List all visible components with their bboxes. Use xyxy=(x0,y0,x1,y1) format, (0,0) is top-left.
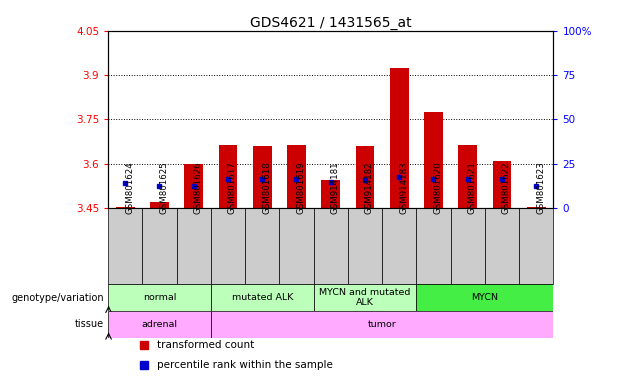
Bar xyxy=(417,284,553,311)
Bar xyxy=(142,208,177,284)
Text: GSM914182: GSM914182 xyxy=(365,162,374,214)
Bar xyxy=(177,208,211,284)
Text: GSM801620: GSM801620 xyxy=(434,162,443,214)
Bar xyxy=(417,208,450,284)
Text: transformed count: transformed count xyxy=(157,340,254,350)
Bar xyxy=(287,145,306,208)
Bar xyxy=(321,180,340,208)
Bar xyxy=(211,311,553,338)
Text: GSM801625: GSM801625 xyxy=(160,162,169,214)
Bar xyxy=(527,207,546,208)
Bar xyxy=(253,146,272,208)
Text: GSM801626: GSM801626 xyxy=(194,162,203,214)
Bar xyxy=(356,146,375,208)
Bar xyxy=(211,284,314,311)
Bar xyxy=(108,208,142,284)
Text: GSM914181: GSM914181 xyxy=(331,162,340,214)
Bar xyxy=(219,145,237,208)
Text: percentile rank within the sample: percentile rank within the sample xyxy=(157,360,333,370)
Bar xyxy=(108,284,211,311)
Text: mutated ALK: mutated ALK xyxy=(232,293,293,302)
Text: GSM801622: GSM801622 xyxy=(502,162,511,214)
Text: adrenal: adrenal xyxy=(141,320,177,329)
Title: GDS4621 / 1431565_at: GDS4621 / 1431565_at xyxy=(250,16,411,30)
Text: tissue: tissue xyxy=(74,319,104,329)
Text: tumor: tumor xyxy=(368,320,396,329)
Text: MYCN and mutated
ALK: MYCN and mutated ALK xyxy=(319,288,411,307)
Bar xyxy=(150,202,169,208)
Bar xyxy=(108,311,211,338)
Bar xyxy=(314,284,417,311)
Bar xyxy=(116,207,135,208)
Bar xyxy=(184,164,203,208)
Bar xyxy=(450,208,485,284)
Bar xyxy=(424,112,443,208)
Text: GSM801624: GSM801624 xyxy=(125,162,134,214)
Bar xyxy=(211,208,245,284)
Text: GSM801619: GSM801619 xyxy=(296,162,305,214)
Text: GSM801621: GSM801621 xyxy=(467,162,477,214)
Text: normal: normal xyxy=(143,293,176,302)
Bar xyxy=(245,208,279,284)
Text: GSM801623: GSM801623 xyxy=(536,162,545,214)
Bar xyxy=(485,208,519,284)
Text: GSM914183: GSM914183 xyxy=(399,162,408,214)
Bar xyxy=(314,208,348,284)
Text: genotype/variation: genotype/variation xyxy=(11,293,104,303)
Bar xyxy=(279,208,314,284)
Text: GSM801618: GSM801618 xyxy=(262,162,271,214)
Bar xyxy=(492,161,511,208)
Bar xyxy=(348,208,382,284)
Text: MYCN: MYCN xyxy=(471,293,499,302)
Bar xyxy=(382,208,417,284)
Text: GSM801617: GSM801617 xyxy=(228,162,237,214)
Bar xyxy=(390,68,409,208)
Bar xyxy=(459,145,477,208)
Bar xyxy=(519,208,553,284)
